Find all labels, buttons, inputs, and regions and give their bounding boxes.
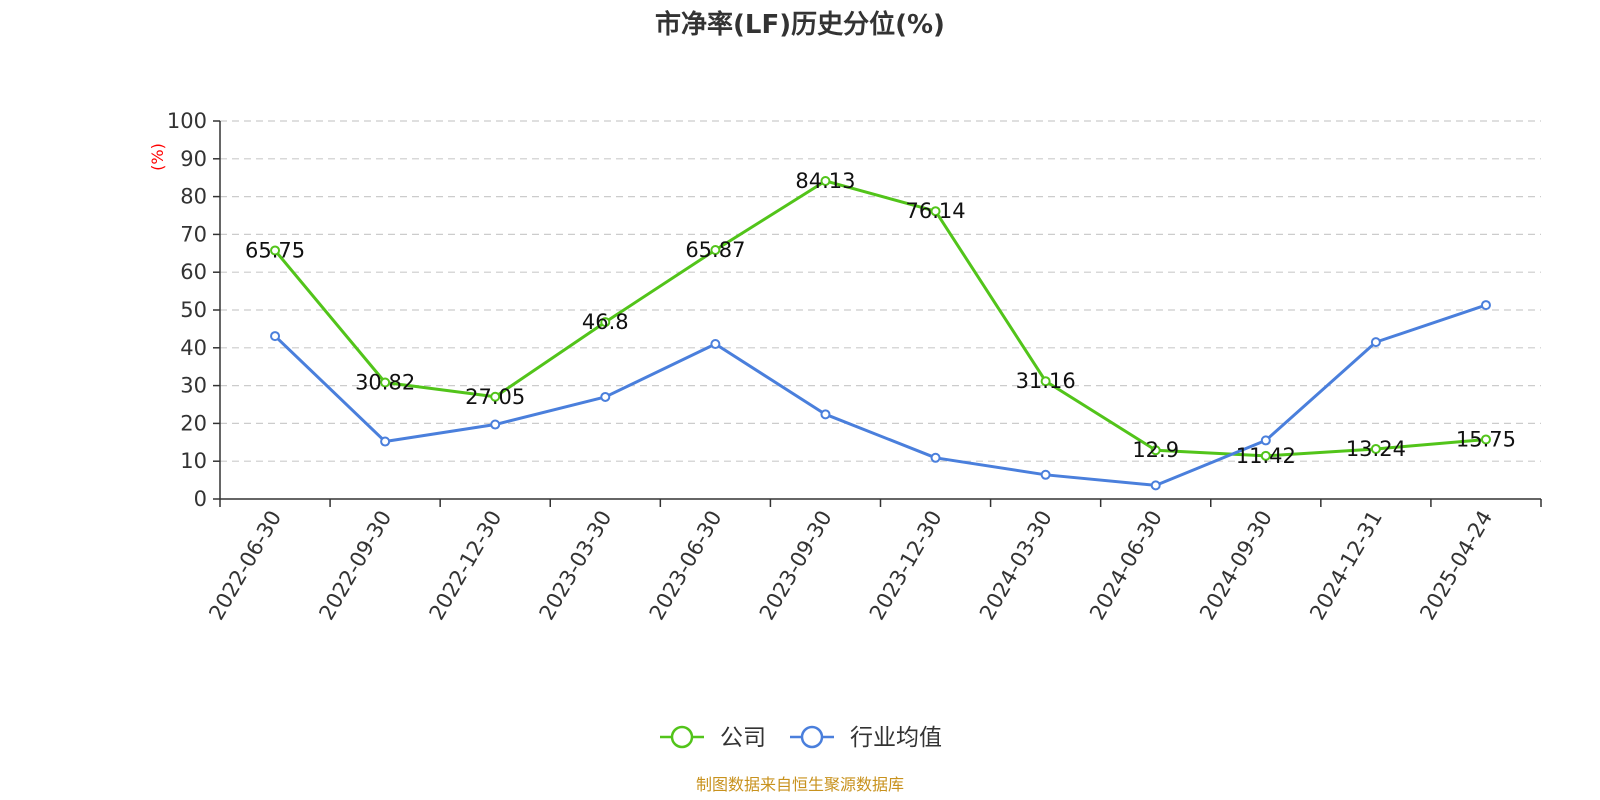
data-point (820, 409, 831, 420)
data-point (1150, 480, 1161, 491)
data-point (600, 391, 611, 402)
legend-marker-company (670, 725, 694, 749)
data-point (600, 317, 611, 328)
x-tick-label: 2024-06-30 (1085, 506, 1167, 624)
data-label: 13.24 (1346, 437, 1406, 461)
data-point (1370, 443, 1381, 454)
x-tick-label: 2023-06-30 (645, 506, 727, 624)
data-point (490, 391, 501, 402)
y-tick-label: 50 (180, 298, 207, 322)
data-point (270, 331, 281, 342)
data-point (380, 436, 391, 447)
data-point (1040, 376, 1051, 387)
y-tick-label: 20 (180, 411, 207, 435)
y-tick-label: 10 (180, 449, 207, 473)
data-label: 76.14 (905, 199, 965, 223)
grid-lines (220, 120, 1541, 462)
data-point (1480, 300, 1491, 311)
legend-item-company[interactable]: 公司 (660, 725, 766, 751)
data-point (380, 377, 391, 388)
data-point (1040, 469, 1051, 480)
data-label: 15.75 (1456, 427, 1516, 451)
y-tick-label: 0 (194, 487, 207, 511)
data-point (1260, 435, 1271, 446)
data-label: 30.82 (355, 371, 415, 395)
data-label: 31.16 (1016, 369, 1076, 393)
x-tick-label: 2023-03-30 (535, 506, 617, 624)
x-tick-label: 2024-12-31 (1305, 506, 1387, 624)
data-point (930, 452, 941, 463)
data-point (710, 245, 721, 256)
data-point (1480, 434, 1491, 445)
data-point (1370, 337, 1381, 348)
data-point (710, 339, 721, 350)
x-tick-label: 2024-09-30 (1195, 506, 1277, 624)
x-tick-label: 2025-04-24 (1415, 506, 1497, 624)
series-line-1 (274, 303, 1487, 487)
data-label: 12.9 (1132, 438, 1179, 462)
data-label: 65.87 (685, 238, 745, 262)
data-point (820, 175, 831, 186)
x-tick-label: 2022-12-30 (425, 506, 507, 624)
legend-item-industry-avg[interactable]: 行业均值 (790, 725, 942, 751)
data-label: 65.75 (245, 238, 305, 262)
chart-title: 市净率(LF)历史分位(%) (655, 9, 945, 40)
x-axis-ticks: 2022-06-30 2022-09-30 2022-12-30 2023-03-30… (204, 499, 1542, 624)
data-point (1260, 450, 1271, 461)
data-point (490, 419, 501, 430)
y-axis-unit: (%) (148, 143, 167, 171)
x-tick-label: 2022-09-30 (314, 506, 396, 624)
x-tick-label: 2023-12-30 (865, 506, 947, 624)
series-line-0 (273, 179, 1487, 458)
series-layer (270, 175, 1491, 491)
x-tick-label: 2024-03-30 (975, 506, 1057, 624)
data-label: 84.13 (795, 169, 855, 193)
legend-marker-industry-avg (800, 725, 824, 749)
x-tick-label: 2022-06-30 (204, 506, 286, 624)
data-point (270, 245, 281, 256)
source-footnote: 制图数据来自恒生聚源数据库 (696, 775, 904, 794)
y-tick-label: 70 (180, 222, 207, 246)
y-tick-label: 40 (180, 336, 207, 360)
data-label: 11.42 (1236, 444, 1296, 468)
data-labels: 65.75 30.82 27.05 46.8 65.87 84.13 76.14 31.16 1… (245, 169, 1516, 468)
y-tick-label: 100 (167, 109, 207, 133)
data-label: 27.05 (465, 385, 525, 409)
y-tick-label: 80 (180, 185, 207, 209)
y-axis-ticks: 0 10 20 30 40 50 60 70 80 90 100 (167, 109, 220, 511)
y-tick-label: 60 (180, 260, 207, 284)
y-tick-label: 90 (180, 147, 207, 171)
data-point (930, 206, 941, 217)
legend: 公司 行业均值 (660, 725, 942, 751)
legend-label-industry-avg: 行业均值 (850, 725, 942, 751)
x-tick-label: 2023-09-30 (755, 506, 837, 624)
data-label: 46.8 (582, 310, 629, 334)
legend-label-company: 公司 (720, 725, 766, 751)
data-point (1150, 445, 1161, 456)
y-tick-label: 30 (180, 374, 207, 398)
